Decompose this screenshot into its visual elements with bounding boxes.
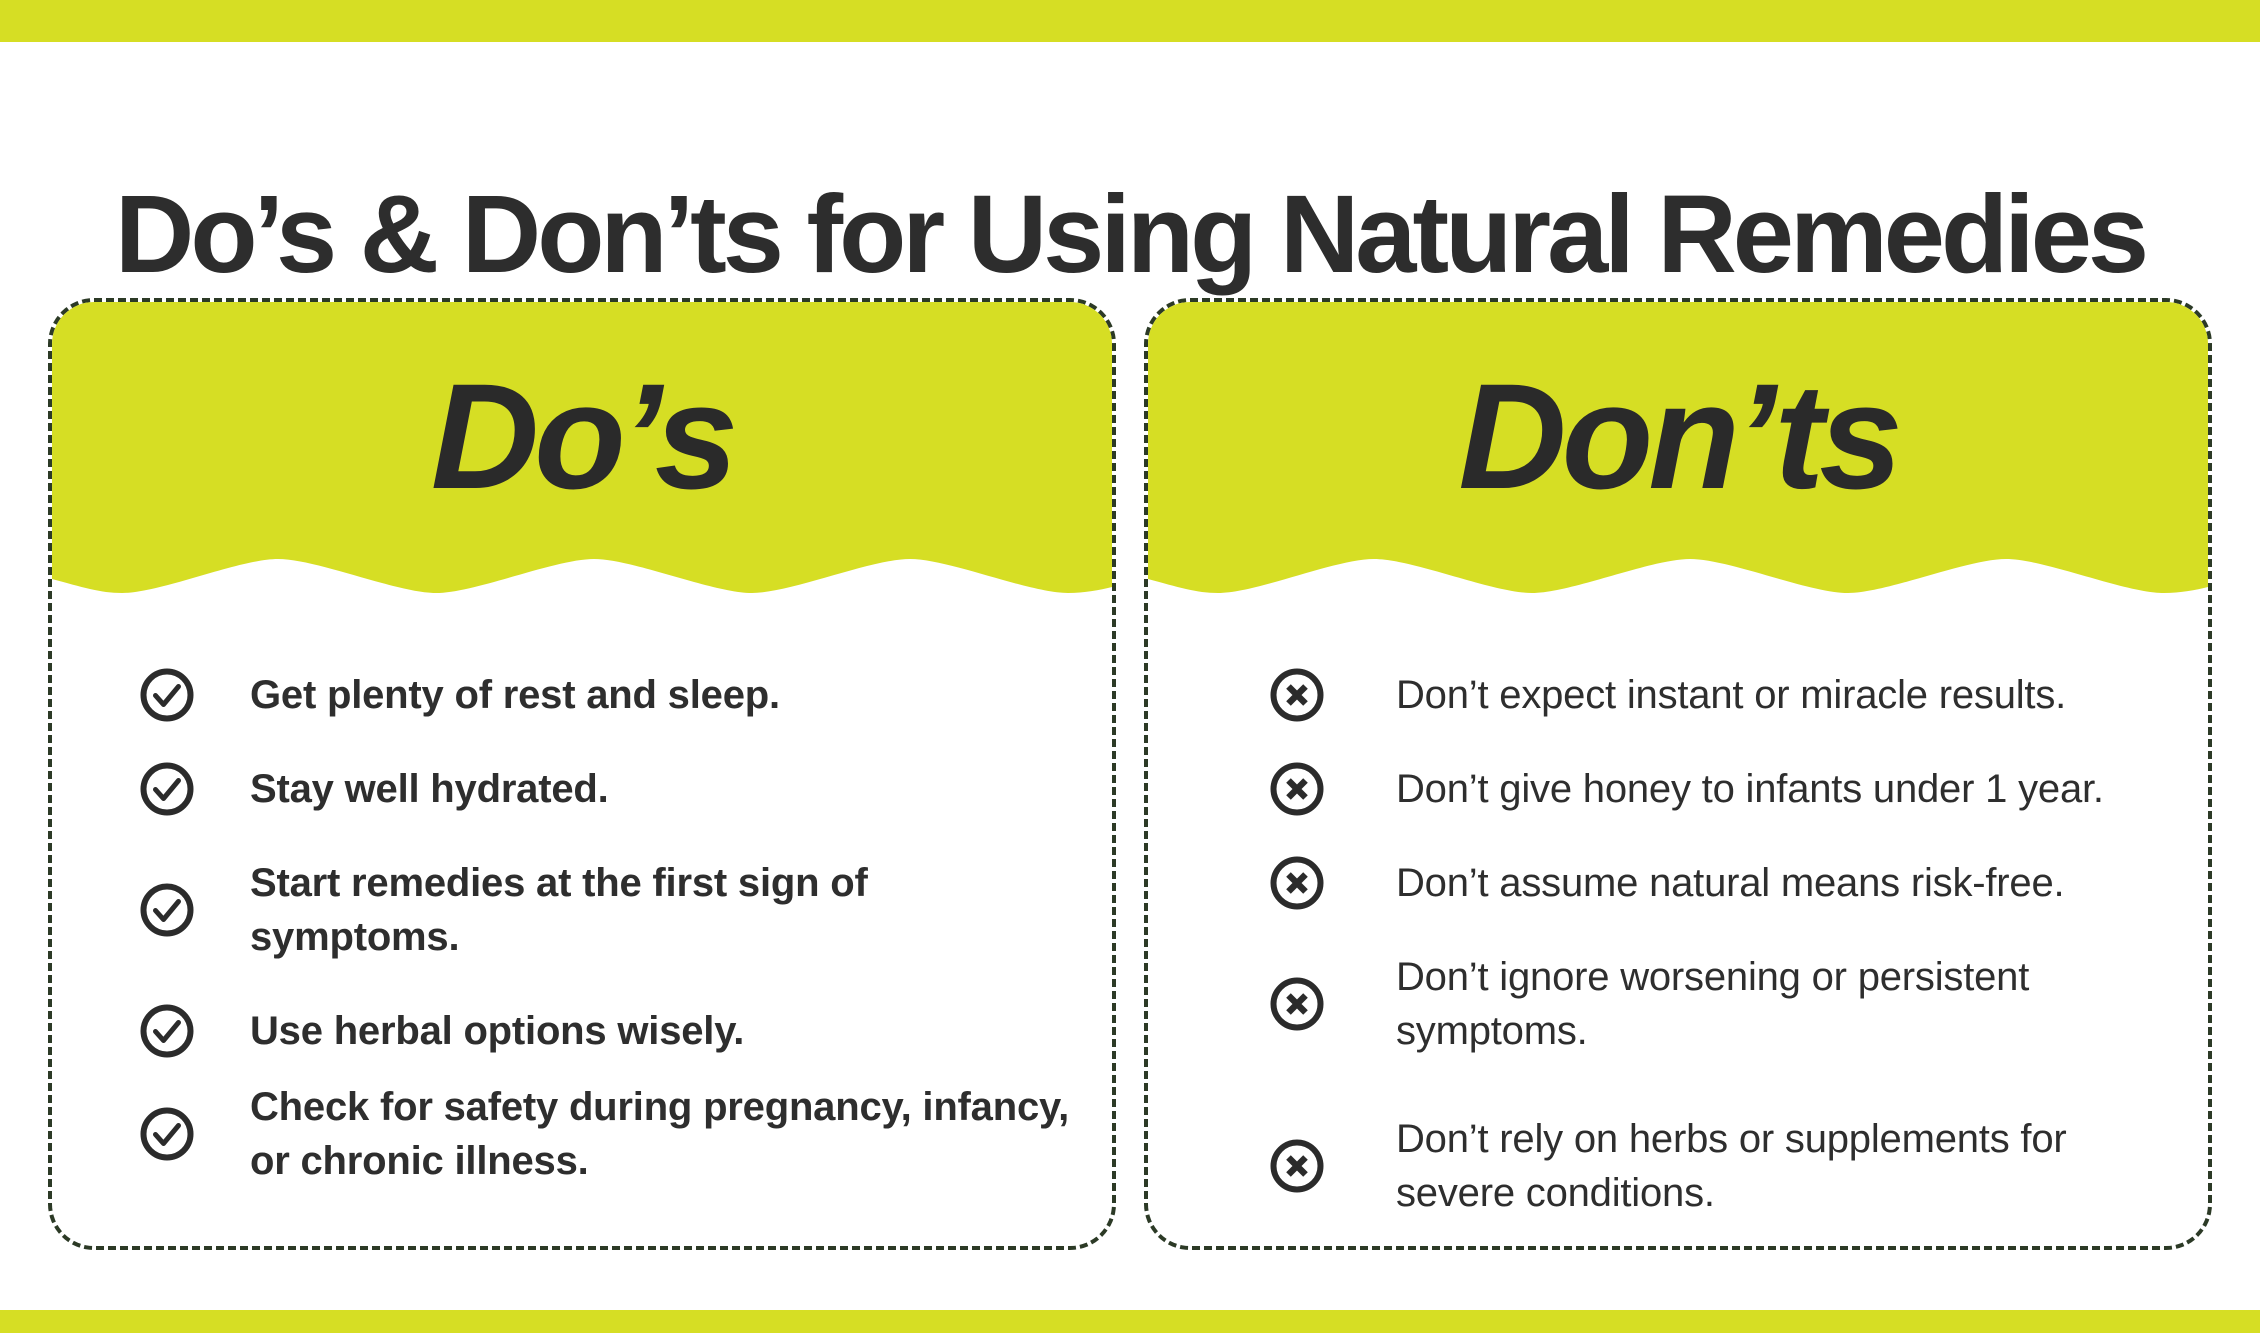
check-circle-icon xyxy=(140,668,194,722)
do-item-text: Start remedies at the first sign of symp… xyxy=(250,861,868,959)
check-circle-icon xyxy=(140,1107,194,1161)
donts-panel-title: Don’ts xyxy=(1458,352,1902,520)
donts-list: Don’t expect instant or miracle results.… xyxy=(1148,596,2208,1220)
do-list-item: Get plenty of rest and sleep. xyxy=(140,668,1076,722)
donts-panel-header: Don’ts xyxy=(1148,302,2208,596)
donts-panel: Don’ts Don’t expect instant or miracle r… xyxy=(1144,298,2212,1250)
dont-item-text: Don’t expect instant or miracle results. xyxy=(1396,673,2067,717)
dont-list-item: Don’t ignore worsening or persistent sym… xyxy=(1270,950,2172,1058)
wavy-edge xyxy=(1148,553,2208,593)
check-circle-icon xyxy=(140,762,194,816)
dont-list-item: Don’t give honey to infants under 1 year… xyxy=(1270,762,2172,816)
x-circle-icon xyxy=(1270,762,1324,816)
top-accent-bar xyxy=(0,0,2260,42)
donts-header-background xyxy=(1148,302,2208,554)
dos-list: Get plenty of rest and sleep. Stay well … xyxy=(52,596,1112,1188)
check-circle-icon xyxy=(140,1004,194,1058)
panels-row: Do’s Get plenty of rest and sleep. Stay … xyxy=(48,298,2212,1250)
do-list-item: Start remedies at the first sign of symp… xyxy=(140,856,1076,964)
do-item-text: Get plenty of rest and sleep. xyxy=(250,673,780,717)
check-circle-icon xyxy=(140,883,194,937)
dos-panel-header: Do’s xyxy=(52,302,1112,596)
dos-panel-title: Do’s xyxy=(430,352,738,520)
x-circle-icon xyxy=(1270,1139,1324,1193)
dont-list-item: Don’t rely on herbs or supplements for s… xyxy=(1270,1112,2172,1220)
dont-list-item: Don’t assume natural means risk-free. xyxy=(1270,856,2172,910)
do-item-text: Stay well hydrated. xyxy=(250,767,609,811)
x-circle-icon xyxy=(1270,977,1324,1031)
do-list-item: Check for safety during pregnancy, infan… xyxy=(140,1080,1076,1188)
dos-header-background xyxy=(52,302,1112,554)
dont-item-text: Don’t give honey to infants under 1 year… xyxy=(1396,767,2104,811)
wavy-edge xyxy=(52,553,1112,593)
do-item-text: Use herbal options wisely. xyxy=(250,1009,745,1053)
do-item-text: Check for safety during pregnancy, infan… xyxy=(250,1085,1069,1183)
bottom-accent-bar xyxy=(0,1310,2260,1333)
dont-list-item: Don’t expect instant or miracle results. xyxy=(1270,668,2172,722)
do-list-item: Use herbal options wisely. xyxy=(140,1004,1076,1058)
dont-item-text: Don’t assume natural means risk-free. xyxy=(1396,861,2065,905)
x-circle-icon xyxy=(1270,856,1324,910)
dos-panel: Do’s Get plenty of rest and sleep. Stay … xyxy=(48,298,1116,1250)
x-circle-icon xyxy=(1270,668,1324,722)
dont-item-text: Don’t rely on herbs or supplements for s… xyxy=(1396,1117,2067,1215)
do-list-item: Stay well hydrated. xyxy=(140,762,1076,816)
page-title: Do’s & Don’ts for Using Natural Remedies xyxy=(114,172,2149,296)
dont-item-text: Don’t ignore worsening or persistent sym… xyxy=(1396,955,2030,1053)
